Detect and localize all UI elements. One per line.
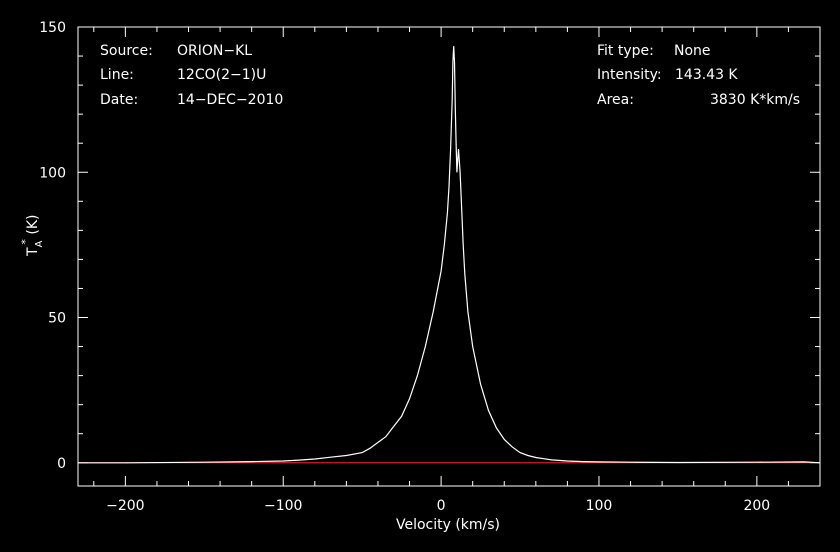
area-value: 3830 K*km/s: [710, 92, 800, 108]
axis-ticks: [78, 26, 821, 486]
y-tick-label: 0: [57, 456, 66, 472]
info-block-right: Fit type: None Intensity: 143.43 K Area:…: [597, 43, 800, 108]
date-value: 14−DEC−2010: [177, 92, 283, 108]
spectrum-line: [78, 46, 821, 464]
y-axis-label-unit: (K): [25, 215, 41, 240]
source-value: ORION−KL: [177, 43, 252, 59]
x-tick-label: 200: [743, 498, 770, 514]
fit-type-value: None: [674, 43, 711, 59]
y-tick-label: 50: [48, 311, 66, 327]
date-label: Date:: [100, 92, 138, 108]
info-block-left: Source: ORION−KL Line: 12CO(2−1)U Date: …: [100, 43, 283, 108]
y-axis-label-sub: A: [34, 240, 45, 247]
fit-type-label: Fit type:: [597, 43, 654, 59]
plot-frame: [77, 26, 821, 487]
intensity-label: Intensity:: [597, 67, 662, 83]
x-tick-label: 100: [586, 498, 613, 514]
area-label: Area:: [597, 92, 634, 108]
source-label: Source:: [100, 43, 153, 59]
x-tick-label: 0: [437, 498, 446, 514]
y-axis-label-sup: *: [19, 239, 32, 245]
y-tick-label: 150: [39, 20, 66, 36]
line-label: Line:: [100, 67, 134, 83]
svg-text:TA* (K): TA* (K): [19, 215, 45, 257]
y-axis-label-main: T: [25, 247, 41, 257]
x-tick-label: −200: [106, 498, 144, 514]
x-tick-label: −100: [264, 498, 302, 514]
y-tick-label: 100: [39, 165, 66, 181]
intensity-value: 143.43 K: [675, 67, 738, 83]
line-value: 12CO(2−1)U: [177, 67, 266, 83]
y-axis-label: TA* (K): [19, 215, 45, 257]
tick-labels: −200 −100 0 100 200 0 50 100 150: [39, 20, 770, 514]
x-axis-label: Velocity (km/s): [396, 517, 500, 533]
